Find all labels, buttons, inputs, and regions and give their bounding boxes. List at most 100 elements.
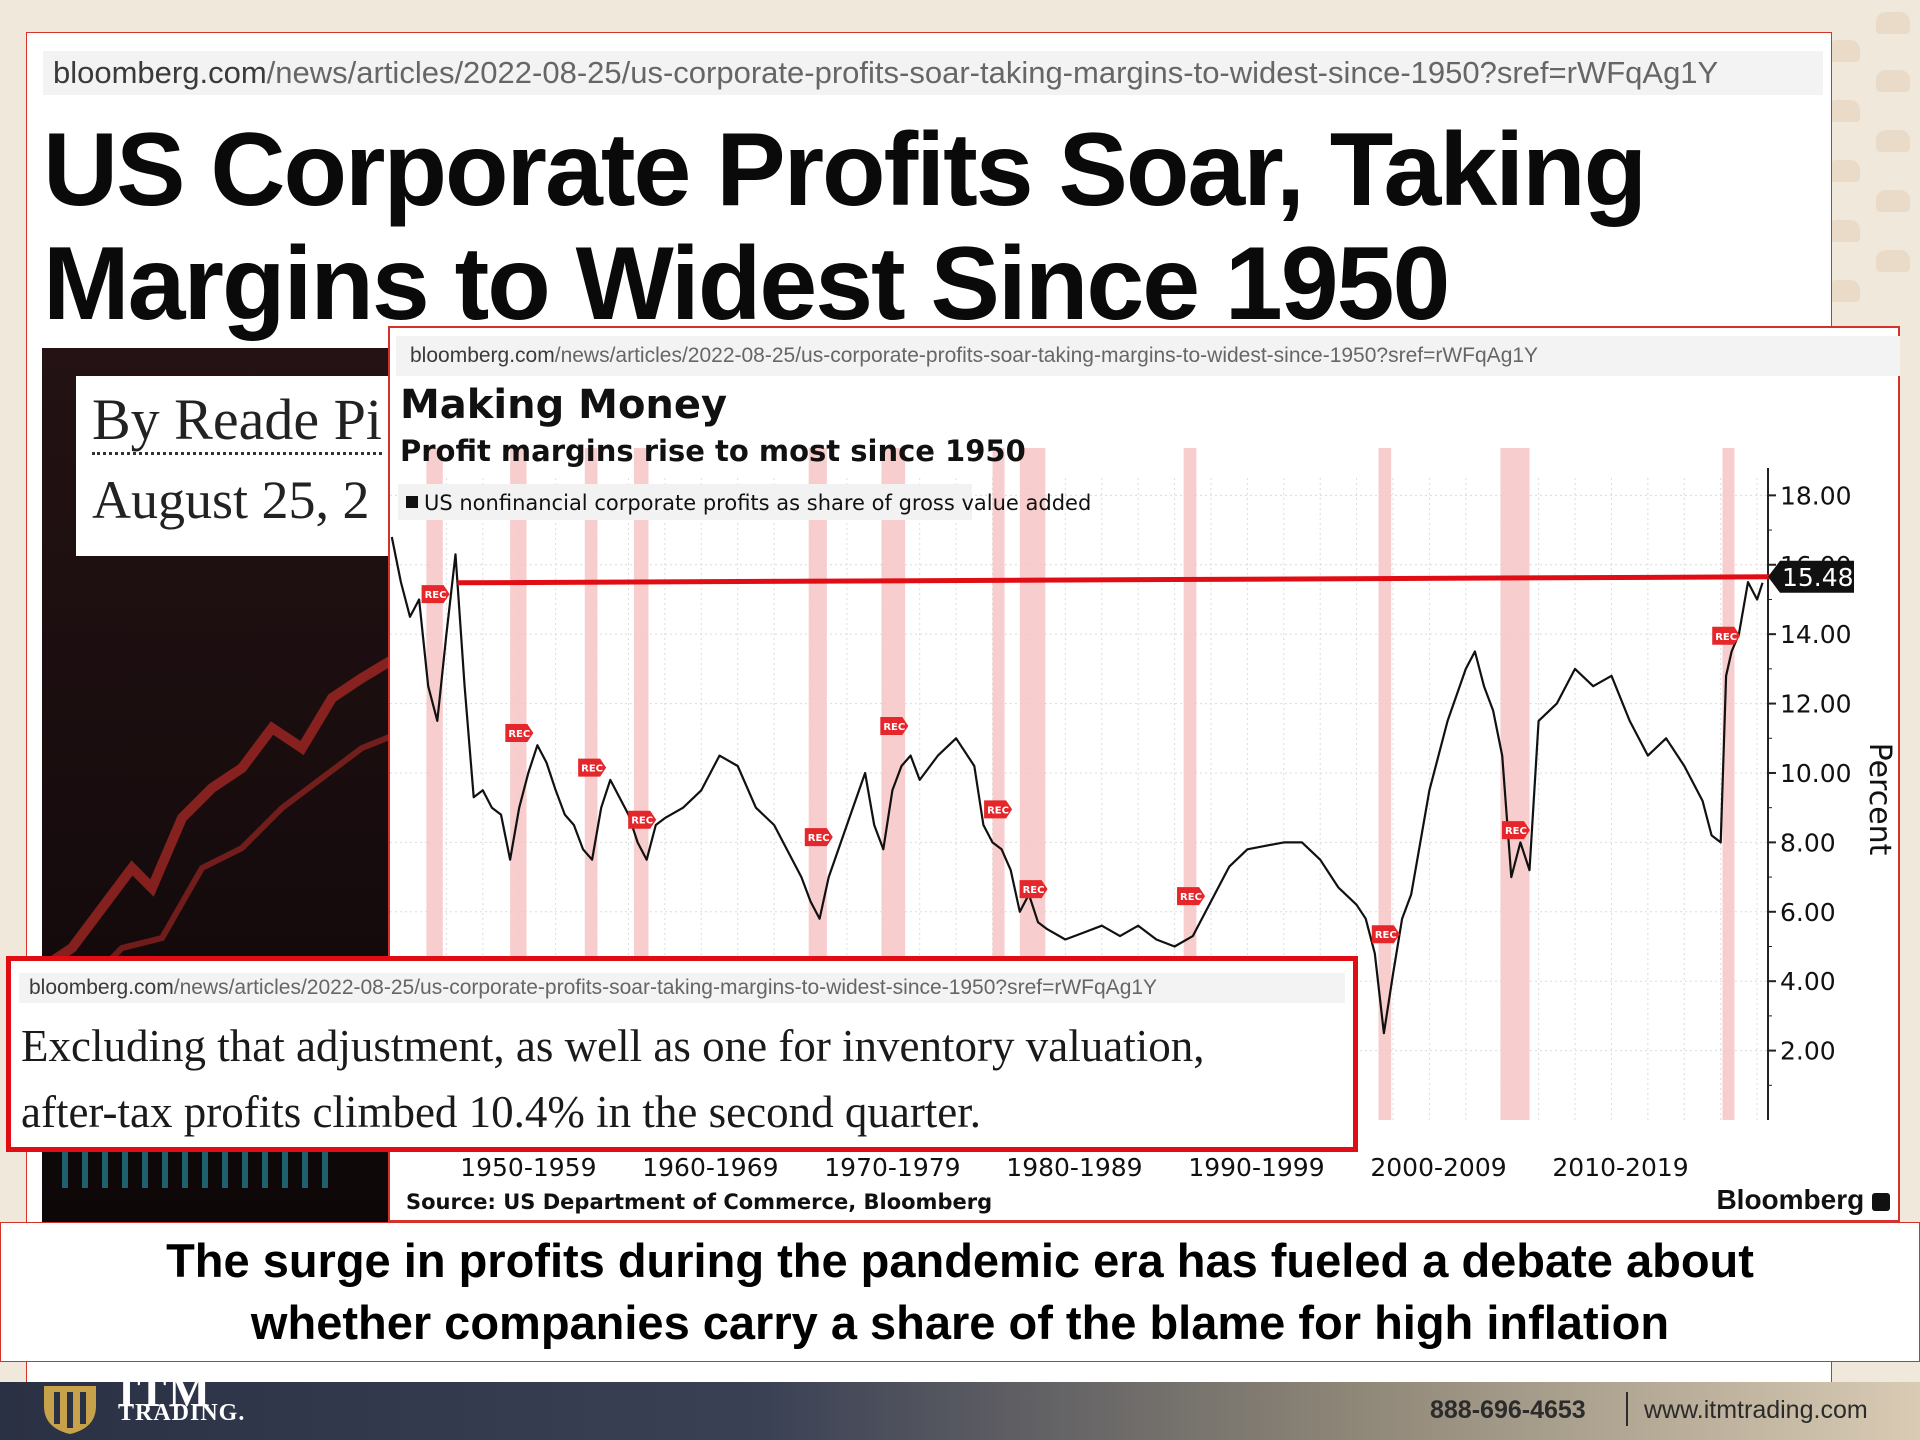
recession-band bbox=[1183, 448, 1197, 1120]
recession-marker-shape bbox=[578, 758, 607, 777]
recession-band bbox=[992, 448, 1005, 1120]
caption-line-2: whether companies carry a share of the b… bbox=[250, 1296, 1670, 1349]
recession-marker: REC bbox=[1177, 887, 1206, 906]
reference-line bbox=[457, 574, 1773, 586]
y-tick-label: 14.00 bbox=[1780, 620, 1852, 649]
footer-website-link[interactable]: www.itmtrading.com bbox=[1644, 1396, 1868, 1424]
recession-marker-label: REC bbox=[508, 729, 530, 740]
chart-source: Source: US Department of Commerce, Bloom… bbox=[406, 1190, 993, 1214]
recession-marker-shape bbox=[628, 810, 657, 829]
caption-line-1: The surge in profits during the pandemic… bbox=[166, 1234, 1754, 1287]
footer-bar: ITM TRADING. 888-696-4653 www.itmtrading… bbox=[0, 1367, 1920, 1440]
url-path: /news/articles/2022-08-25/us-corporate-p… bbox=[554, 344, 1539, 367]
url-path: /news/articles/2022-08-25/us-corporate-p… bbox=[173, 976, 1158, 999]
y-tick-label: 12.00 bbox=[1780, 690, 1852, 719]
recession-band bbox=[881, 448, 906, 1120]
recession-marker-label: REC bbox=[425, 590, 447, 601]
last-value-label: 15.48 bbox=[1782, 563, 1854, 592]
x-tick-label: 2010-2019 bbox=[1552, 1153, 1688, 1182]
bloomberg-chart-icon bbox=[1872, 1193, 1890, 1211]
recession-marker-shape bbox=[1501, 821, 1530, 840]
legend-swatch bbox=[406, 496, 418, 508]
y-tick-label: 2.00 bbox=[1780, 1037, 1836, 1066]
recession-marker-shape bbox=[804, 828, 833, 847]
headline-line-1: US Corporate Profits Soar, Taking bbox=[43, 112, 1647, 228]
background-pattern bbox=[1800, 0, 1920, 360]
recession-marker: REC bbox=[628, 810, 657, 829]
x-tick-label: 1980-1989 bbox=[1006, 1153, 1142, 1182]
recession-marker-shape bbox=[1371, 925, 1400, 944]
recession-marker-label: REC bbox=[1180, 892, 1202, 903]
quote-box: bloomberg.com/news/articles/2022-08-25/u… bbox=[6, 956, 1358, 1152]
recession-marker-label: REC bbox=[1505, 826, 1527, 837]
recession-marker: REC bbox=[804, 828, 833, 847]
recession-marker: REC bbox=[1019, 880, 1048, 899]
recession-marker-shape bbox=[505, 723, 534, 742]
recession-marker-label: REC bbox=[883, 722, 905, 733]
recession-band bbox=[426, 448, 443, 1120]
url-domain: bloomberg.com bbox=[410, 344, 555, 367]
y-tick-label: 8.00 bbox=[1780, 828, 1836, 857]
footer-separator bbox=[1626, 1392, 1628, 1426]
series-line bbox=[390, 536, 1764, 1035]
caption-box: The surge in profits during the pandemic… bbox=[0, 1222, 1920, 1362]
chart-url-bar[interactable]: bloomberg.com/news/articles/2022-08-25/u… bbox=[396, 336, 1900, 376]
y-tick-label: 4.00 bbox=[1780, 967, 1836, 996]
y-axis-title: Percent bbox=[1862, 743, 1897, 856]
y-tick-label: 6.00 bbox=[1780, 898, 1836, 927]
recession-band bbox=[808, 448, 827, 1120]
recession-marker-label: REC bbox=[987, 805, 1009, 816]
url-domain: bloomberg.com bbox=[53, 55, 267, 90]
last-value-tag-shape bbox=[1768, 560, 1854, 593]
recession-marker-shape bbox=[984, 800, 1013, 819]
byline-date: August 25, 2 bbox=[92, 470, 370, 530]
url-domain: bloomberg.com bbox=[29, 976, 174, 999]
headline-line-2: Margins to Widest Since 1950 bbox=[43, 226, 1450, 342]
logo-trading: TRADING. bbox=[118, 1400, 246, 1426]
bloomberg-logo: Bloomberg bbox=[1716, 1184, 1890, 1216]
recession-marker: REC bbox=[505, 723, 534, 742]
itm-shield-icon bbox=[44, 1386, 96, 1434]
chart-legend: US nonfinancial corporate profits as sha… bbox=[398, 484, 1091, 520]
recession-marker-shape bbox=[1712, 626, 1741, 645]
recession-marker-label: REC bbox=[1375, 930, 1397, 941]
x-tick-label: 1950-1959 bbox=[460, 1153, 596, 1182]
recession-band bbox=[1722, 448, 1735, 1120]
chart-subtitle: Profit margins rise to most since 1950 bbox=[400, 434, 1026, 468]
x-tick-label: 1960-1969 bbox=[642, 1153, 778, 1182]
byline-box: By Reade Pi August 25, 2 bbox=[76, 376, 422, 556]
footer-phone[interactable]: 888-696-4653 bbox=[1430, 1396, 1586, 1424]
recession-marker: REC bbox=[1371, 925, 1400, 944]
recession-marker: REC bbox=[984, 800, 1013, 819]
legend-label: US nonfinancial corporate profits as sha… bbox=[424, 491, 1091, 515]
recession-marker-label: REC bbox=[808, 833, 830, 844]
quote-url-bar[interactable]: bloomberg.com/news/articles/2022-08-25/u… bbox=[19, 973, 1345, 1003]
recession-marker-label: REC bbox=[631, 816, 653, 827]
legend-background bbox=[398, 484, 972, 520]
recession-marker-shape bbox=[1177, 887, 1206, 906]
quote-line-1: Excluding that adjustment, as well as on… bbox=[21, 1021, 1205, 1071]
article-headline: US Corporate Profits Soar, Taking Margin… bbox=[43, 113, 1833, 341]
url-path: /news/articles/2022-08-25/us-corporate-p… bbox=[266, 55, 1719, 90]
recession-marker: REC bbox=[880, 717, 909, 736]
recession-marker-label: REC bbox=[581, 764, 603, 775]
article-url-bar[interactable]: bloomberg.com/news/articles/2022-08-25/u… bbox=[43, 51, 1823, 95]
bloomberg-logo-text: Bloomberg bbox=[1716, 1184, 1865, 1215]
recession-band bbox=[633, 448, 649, 1120]
x-tick-label: 2000-2009 bbox=[1370, 1153, 1506, 1182]
recession-marker-shape bbox=[421, 585, 450, 604]
chart-title: Making Money bbox=[400, 382, 728, 428]
recession-marker: REC bbox=[1712, 626, 1741, 645]
recession-marker: REC bbox=[578, 758, 607, 777]
recession-band bbox=[1378, 448, 1392, 1120]
quote-line-2: after-tax profits climbed 10.4% in the s… bbox=[21, 1087, 982, 1137]
recession-marker: REC bbox=[1501, 821, 1530, 840]
byline-author[interactable]: By Reade Pi bbox=[92, 380, 422, 460]
recession-marker-shape bbox=[1019, 880, 1048, 899]
recession-marker-label: REC bbox=[1715, 632, 1737, 643]
recession-marker: REC bbox=[421, 585, 450, 604]
x-tick-label: 1990-1999 bbox=[1188, 1153, 1324, 1182]
recession-band bbox=[584, 448, 598, 1120]
logo-itm: ITM bbox=[118, 1367, 212, 1416]
recession-band bbox=[510, 448, 527, 1120]
